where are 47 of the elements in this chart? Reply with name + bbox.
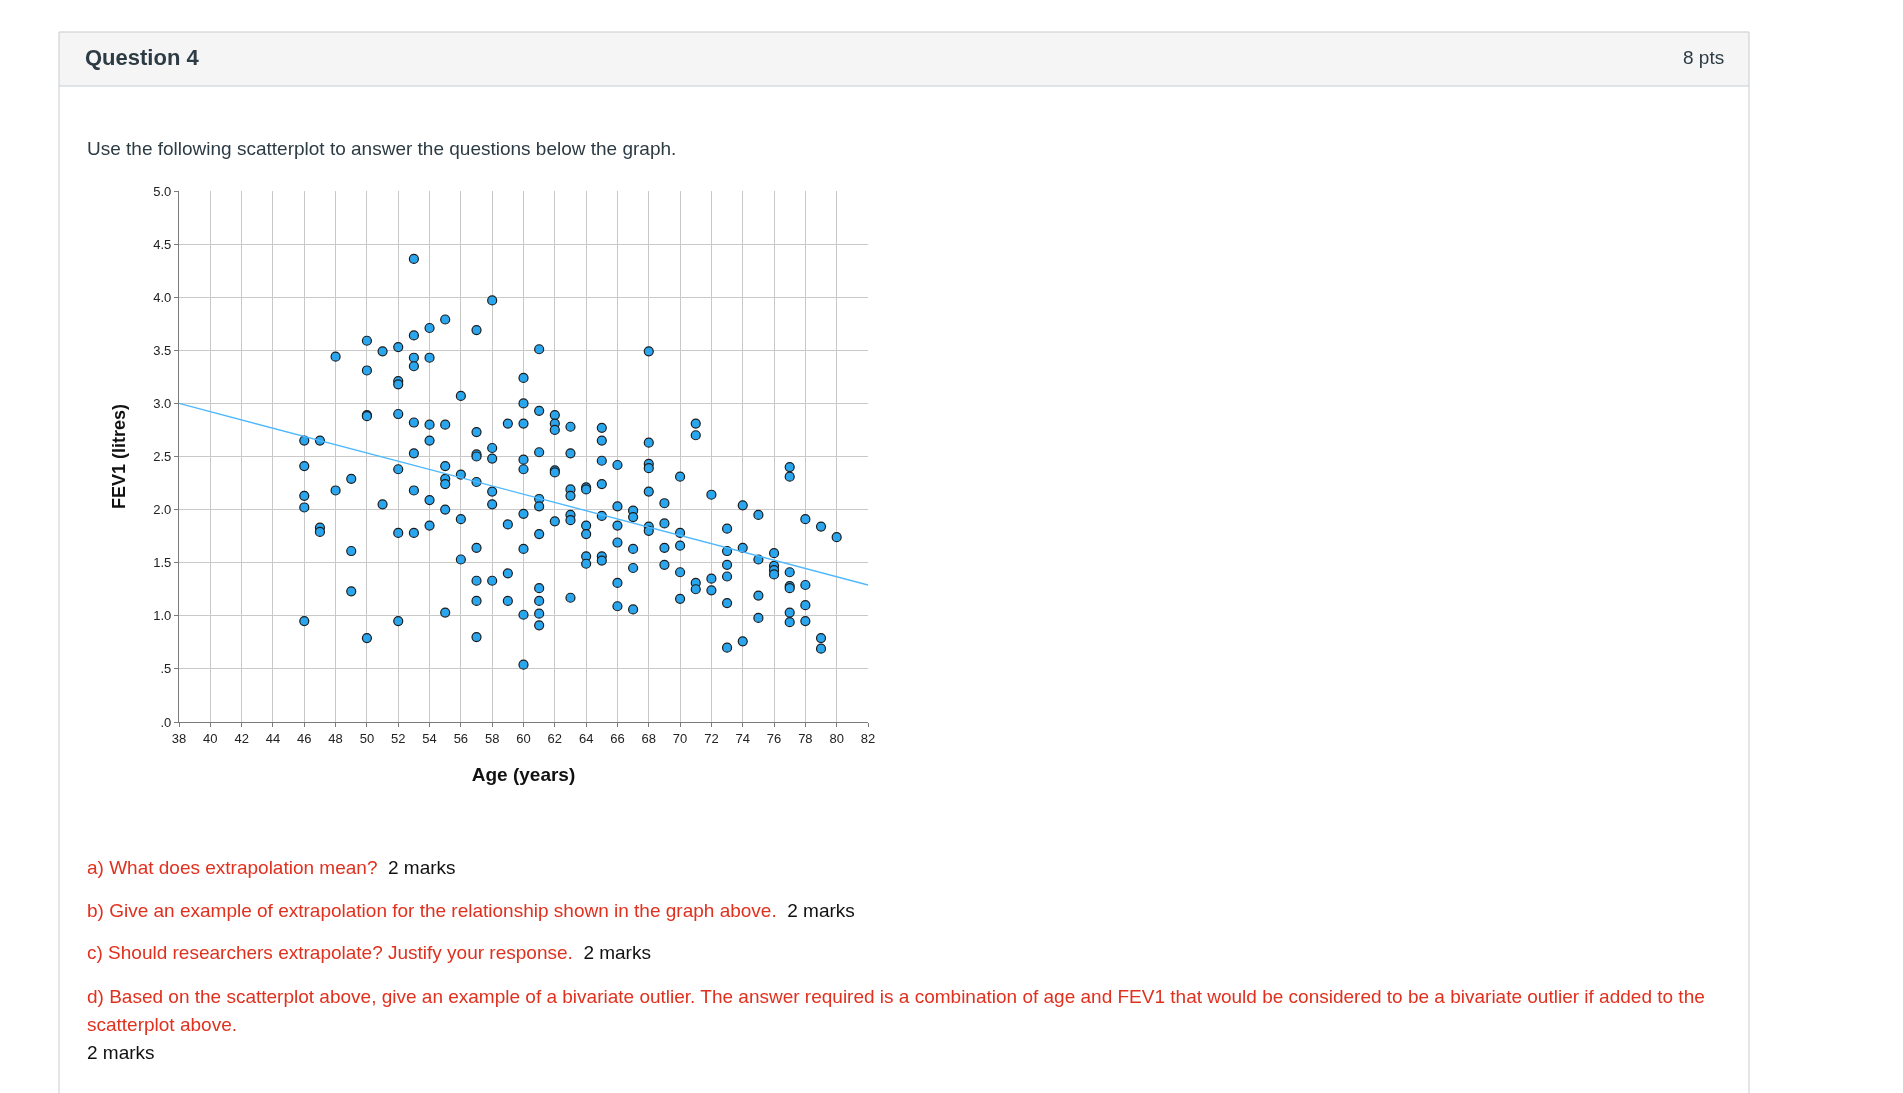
y-tick-label: 4.5 — [153, 236, 172, 252]
y-tick-label: 3.5 — [153, 342, 172, 358]
text: 2 marks — [787, 900, 855, 921]
chart-title: Question 4 — [85, 44, 200, 70]
x-tick-label: 52 — [391, 730, 406, 746]
x-tick-label: 38 — [171, 730, 187, 746]
text: a) What does extrapolation mean? — [87, 857, 378, 878]
x-tick-label: 80 — [829, 730, 844, 746]
y-tick-label: 3.0 — [153, 395, 172, 411]
x-tick-label: 54 — [422, 730, 437, 746]
y-axis-title: FEV1 (litres) — [109, 403, 130, 510]
x-tick-label: 64 — [578, 730, 594, 746]
x-tick-label: 58 — [484, 730, 500, 746]
x-tick-label: 82 — [860, 730, 876, 746]
x-tick-label: 78 — [798, 730, 813, 746]
x-tick-label: 48 — [328, 730, 343, 746]
text: b) Give an example of extrapolation for the relationship shown in the graph above. — [87, 900, 777, 921]
x-tick-label: 46 — [297, 730, 312, 746]
text: 8 pts — [1683, 47, 1725, 68]
x-tick-label: 70 — [672, 730, 688, 746]
y-tick-label: .0 — [160, 714, 172, 730]
y-tick-label: 4.0 — [153, 289, 172, 305]
x-tick-label: 50 — [359, 730, 375, 746]
text: d) Based on the scatterplot above, give an example of a bivariate outlier. The answer required is a combination of age and FEV1 that would be considered to be a bivariate outlier if added to the scatterplot above. — [87, 986, 1705, 1035]
x-axis-title: Age (years) — [471, 763, 576, 785]
y-tick-label: 2.5 — [153, 449, 172, 465]
x-tick-label: 72 — [704, 730, 719, 746]
y-tick-label: 5.0 — [153, 183, 172, 199]
y-tick-label: 2.0 — [153, 502, 172, 518]
y-tick-label: 1.5 — [153, 555, 172, 571]
x-tick-label: 44 — [265, 730, 281, 746]
x-tick-label: 68 — [641, 730, 656, 746]
x-tick-label: 62 — [547, 730, 563, 746]
x-tick-label: 42 — [234, 730, 249, 746]
chart-subtitle: Use the following scatterplot to answer the questions below the graph. — [87, 138, 677, 159]
x-tick-label: 60 — [516, 730, 531, 746]
text: 2 marks — [87, 1042, 155, 1063]
x-tick-label: 76 — [766, 730, 782, 746]
x-tick-label: 66 — [610, 730, 625, 746]
x-tick-label: 74 — [735, 730, 750, 746]
y-tick-label: 1.0 — [153, 608, 172, 624]
x-tick-label: 40 — [203, 730, 218, 746]
x-tick-label: 56 — [453, 730, 469, 746]
y-tick-label: .5 — [160, 661, 172, 677]
text: 2 marks — [583, 942, 651, 963]
text: 2 marks — [388, 857, 456, 878]
text: c) Should researchers extrapolate? Justify your response. — [87, 942, 573, 963]
